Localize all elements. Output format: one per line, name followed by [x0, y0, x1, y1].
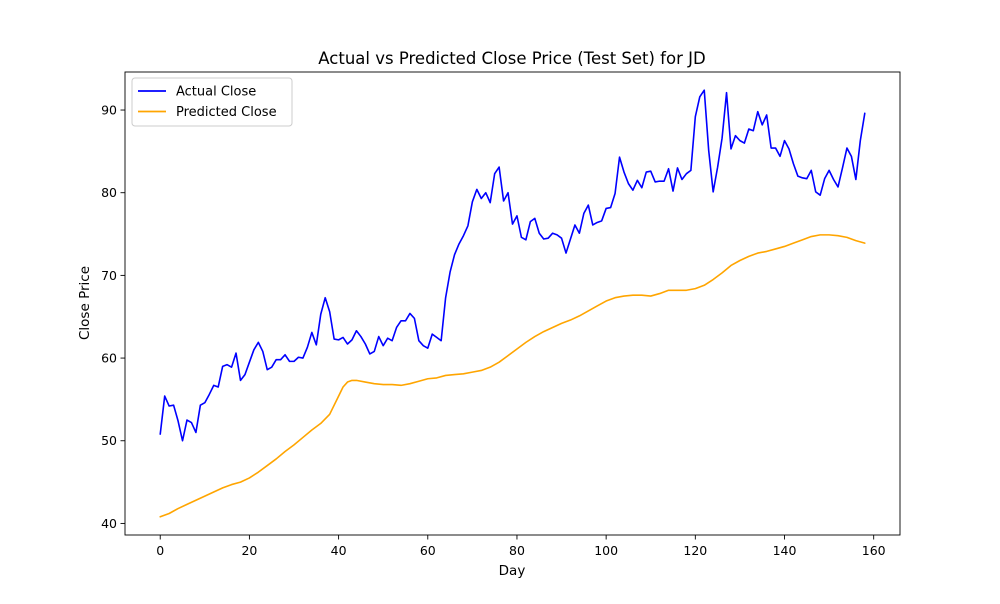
y-axis-label: Close Price	[77, 266, 93, 340]
x-tick-label: 0	[156, 543, 164, 558]
x-tick-label: 120	[683, 543, 707, 558]
x-tick-label: 60	[420, 543, 436, 558]
x-tick-label: 80	[509, 543, 525, 558]
y-tick-label: 40	[101, 516, 117, 531]
x-tick-label: 140	[773, 543, 797, 558]
plot-area: 0 20 40 60 80 100 120 140 160 40 50 60 70 80 90	[101, 71, 901, 558]
y-tick-label: 90	[101, 103, 117, 118]
x-tick-label: 20	[241, 543, 257, 558]
axes-frame	[124, 71, 901, 536]
y-tick-label: 80	[101, 185, 117, 200]
series-line-predicted-close	[159, 234, 866, 518]
legend-label-actual-close: Actual Close	[176, 85, 256, 100]
y-tick-label: 70	[101, 268, 117, 283]
series-line-actual-close	[159, 89, 866, 442]
x-tick-label: 40	[331, 543, 347, 558]
legend-label-predicted-close: Predicted Close	[176, 105, 277, 120]
x-tick-label: 100	[594, 543, 618, 558]
legend-box	[131, 77, 293, 127]
x-axis-label: Day	[499, 563, 526, 579]
chart-title: Actual vs Predicted Close Price (Test Se…	[318, 49, 705, 68]
legend: Actual Close Predicted Close	[131, 77, 293, 127]
y-tick-label: 60	[101, 351, 117, 366]
y-tick-label: 50	[101, 433, 117, 448]
x-tick-label: 160	[862, 543, 886, 558]
